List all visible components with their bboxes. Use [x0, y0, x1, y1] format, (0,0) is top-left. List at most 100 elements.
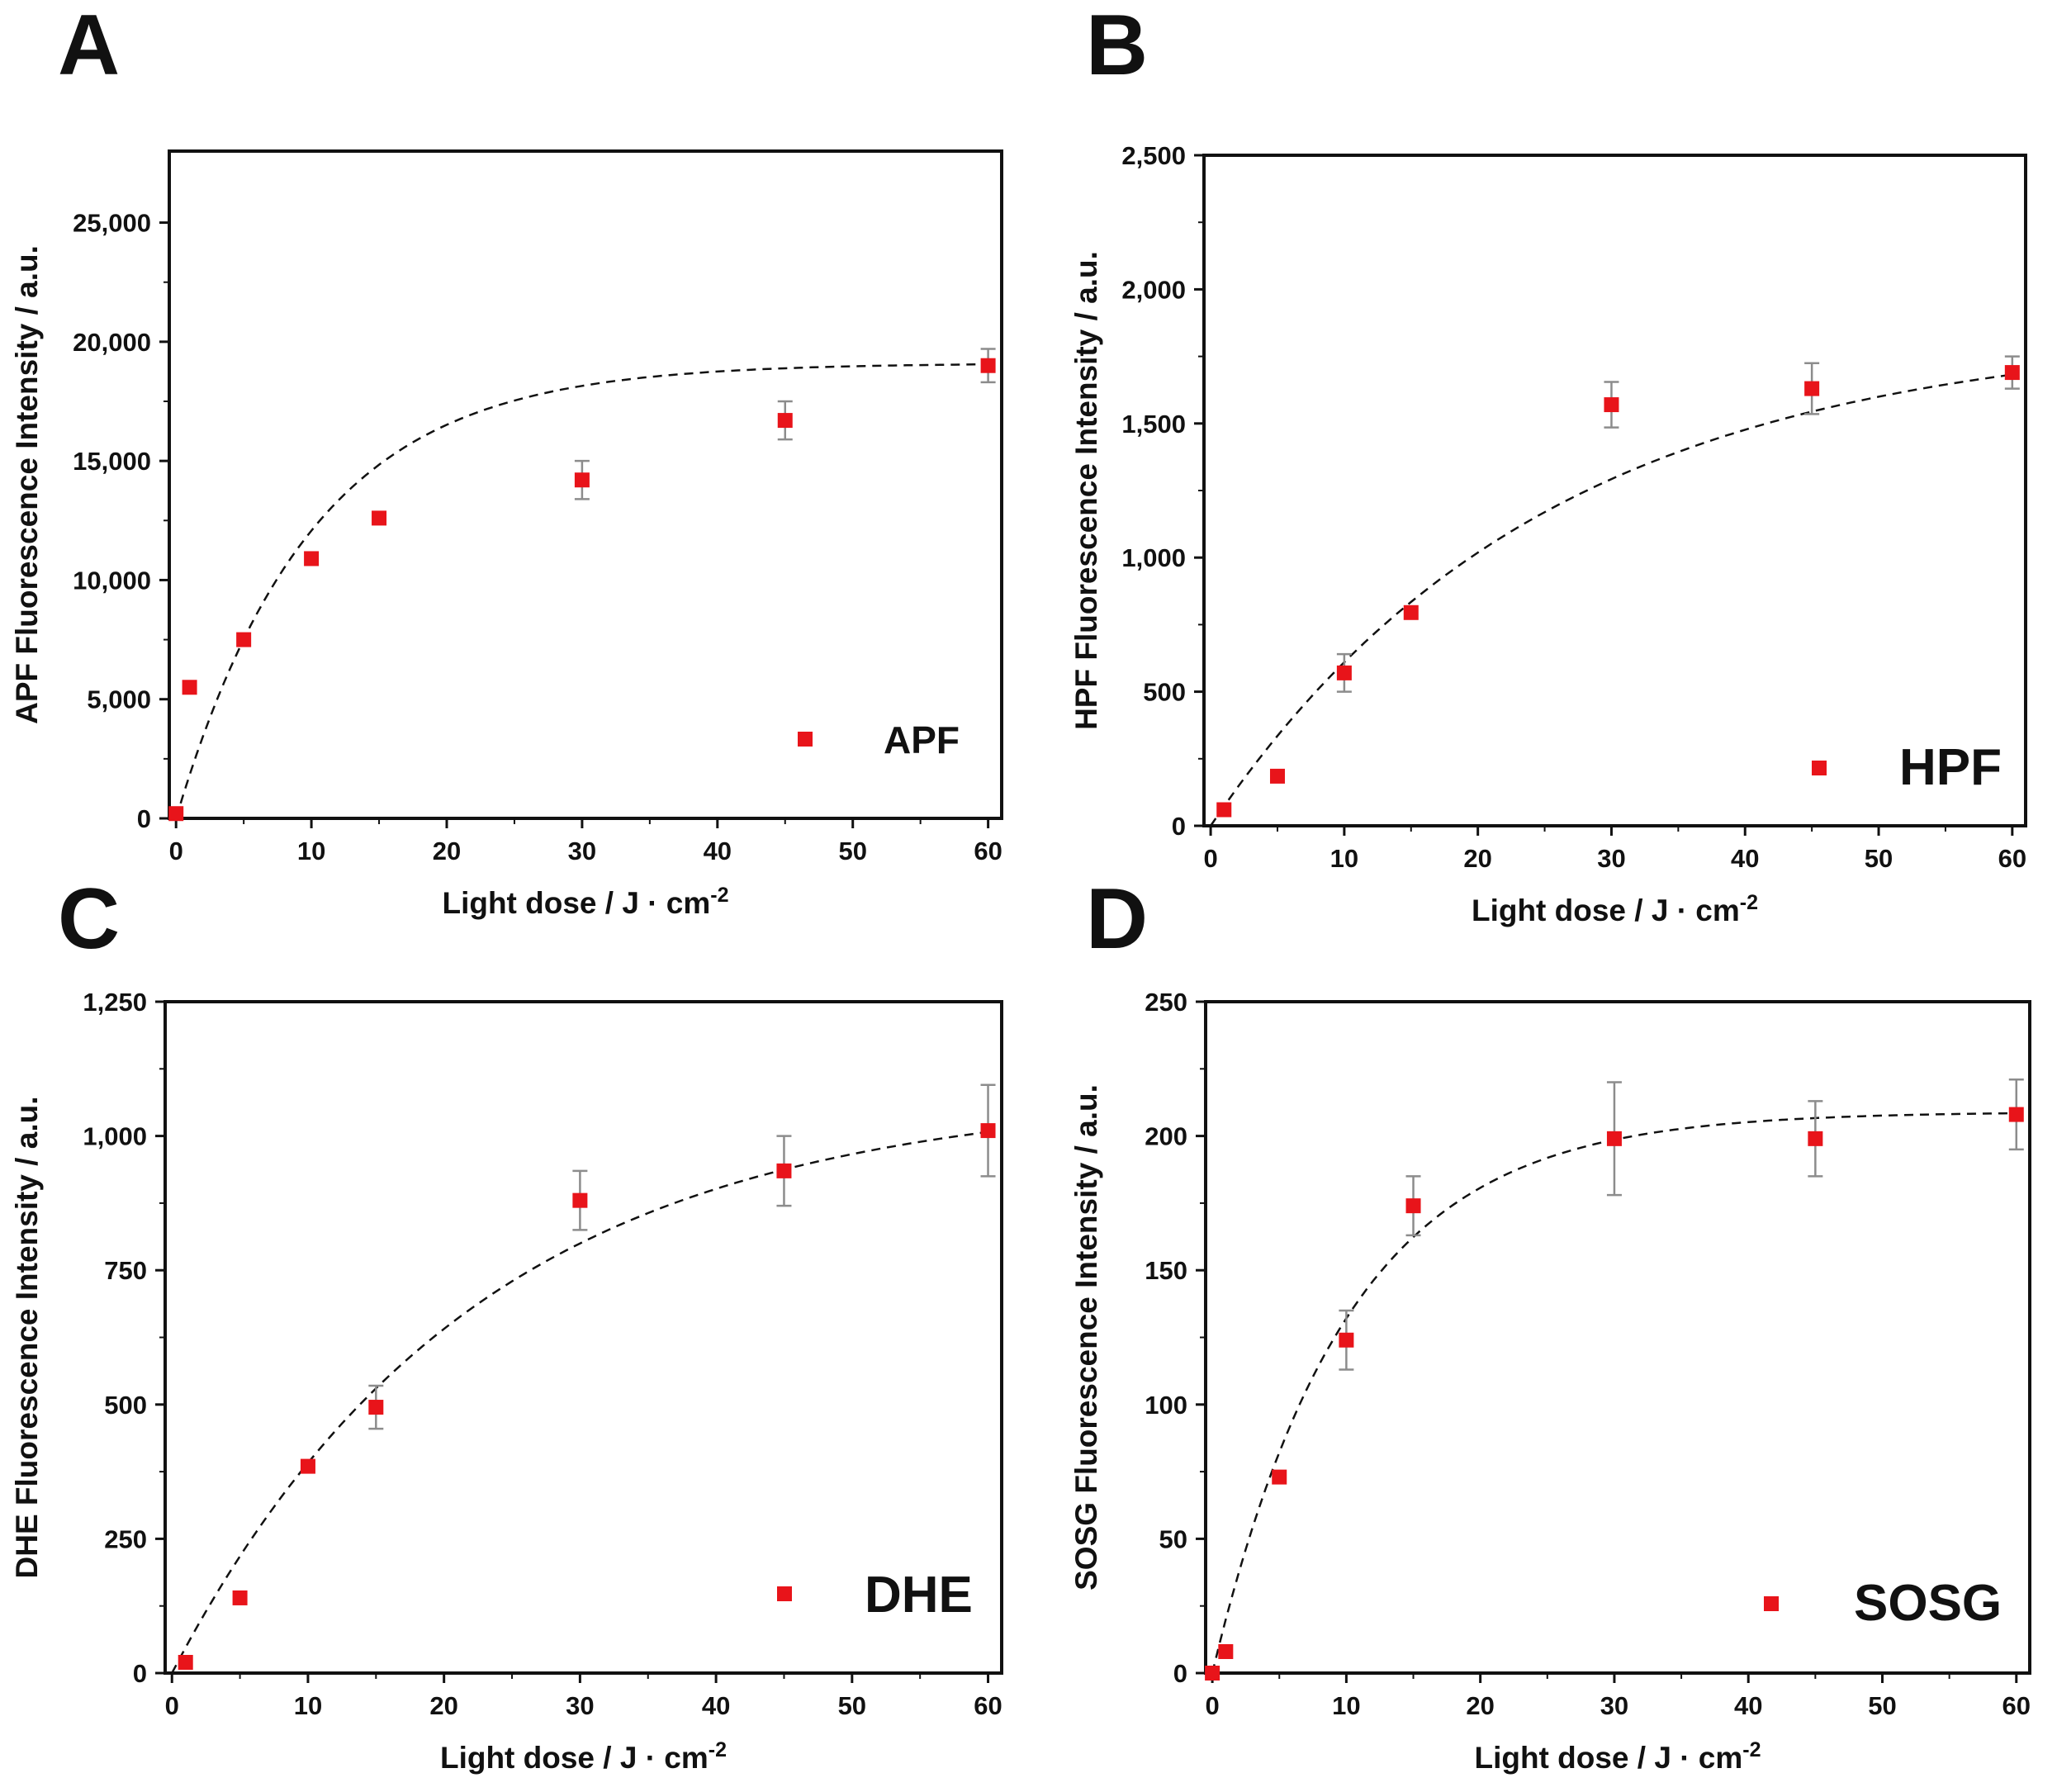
x-tick-label: 10 — [294, 1691, 322, 1720]
legend-label: DHE — [865, 1567, 973, 1624]
fit-curve — [175, 363, 988, 819]
y-tick-label: 5,000 — [87, 685, 151, 714]
y-tick-label: 0 — [1172, 812, 1186, 841]
x-axis-title-text: Light dose / J · cm — [440, 1741, 709, 1775]
x-tick-label: 30 — [1597, 844, 1625, 873]
x-axis-title: Light dose / J · cm-2 — [440, 1738, 727, 1775]
data-point — [168, 806, 184, 822]
plot-frame — [168, 149, 1003, 820]
data-point — [1272, 1469, 1287, 1485]
y-tick-label: 0 — [133, 1659, 147, 1688]
panel-letter: A — [58, 0, 120, 93]
data-point — [1606, 1131, 1622, 1146]
y-tick-label: 100 — [1145, 1391, 1187, 1420]
data-point — [777, 413, 793, 429]
x-tick-label: 10 — [1330, 844, 1358, 873]
data-point — [572, 1192, 588, 1208]
x-tick-label: 0 — [1203, 844, 1217, 873]
y-tick-label: 10,000 — [73, 566, 151, 595]
x-tick-label: 60 — [2002, 1691, 2031, 1720]
x-tick-label: 20 — [1466, 1691, 1494, 1720]
panel-letter: B — [1086, 0, 1148, 93]
legend-label: HPF — [1899, 739, 2002, 796]
y-tick-label: 150 — [1145, 1256, 1187, 1285]
chart-panel-b: B 0 10 20 30 40 50 60 0 500 1,000 1,500 2,000 2,500 Li… — [1069, 0, 2027, 927]
data-point — [2008, 1107, 2024, 1122]
y-tick-label: 50 — [1159, 1524, 1187, 1553]
data-point — [300, 1458, 315, 1474]
y-tick-label: 250 — [1145, 988, 1187, 1017]
y-tick-label: 2,000 — [1121, 275, 1186, 304]
x-tick-label: 20 — [433, 837, 461, 865]
x-axis-title-superscript: -2 — [710, 884, 728, 907]
data-point — [236, 632, 252, 647]
panel-letter: C — [58, 871, 120, 967]
x-tick-label: 30 — [568, 837, 596, 865]
x-tick-label: 10 — [1332, 1691, 1360, 1720]
x-tick-label: 40 — [1734, 1691, 1762, 1720]
x-tick-label: 20 — [429, 1691, 457, 1720]
y-tick-label: 500 — [1143, 678, 1186, 707]
x-tick-label: 60 — [974, 1691, 1002, 1720]
data-point — [1804, 381, 1820, 396]
x-tick-label: 10 — [297, 837, 325, 865]
legend-marker — [798, 732, 813, 747]
y-axis-title: APF Fluorescence Intensity / a.u. — [10, 245, 44, 724]
data-point — [1336, 665, 1352, 680]
data-point — [980, 358, 996, 373]
chart-panel-d: D 0 10 20 30 40 50 60 0 50 100 150 200 250 Light dose … — [1069, 871, 2031, 1775]
x-tick-label: 60 — [974, 837, 1002, 865]
legend-marker — [777, 1586, 792, 1601]
data-point — [232, 1590, 248, 1605]
y-tick-label: 15,000 — [73, 447, 151, 476]
legend-marker — [1764, 1596, 1779, 1611]
x-tick-label: 50 — [1868, 1691, 1896, 1720]
data-point — [776, 1163, 792, 1178]
legend-label: APF — [884, 718, 960, 761]
data-point — [1604, 397, 1619, 413]
x-tick-label: 40 — [702, 1691, 730, 1720]
x-tick-label: 50 — [838, 837, 866, 865]
data-point — [368, 1400, 384, 1415]
x-tick-label: 0 — [169, 837, 183, 865]
data-point — [1405, 1198, 1421, 1214]
fit-curve — [171, 1131, 988, 1674]
x-tick-label: 0 — [1205, 1691, 1219, 1720]
x-tick-label: 30 — [1600, 1691, 1628, 1720]
x-tick-label: 50 — [1865, 844, 1893, 873]
y-tick-label: 2,500 — [1121, 141, 1186, 170]
y-tick-label: 250 — [104, 1524, 147, 1553]
y-tick-label: 20,000 — [73, 328, 151, 357]
panels: A 0 10 20 30 40 50 60 0 5,000 10,000 15,000 20,000 25… — [10, 0, 2031, 1775]
data-point — [304, 551, 320, 567]
data-point — [178, 1654, 193, 1670]
data-point — [1216, 802, 1232, 818]
y-tick-label: 1,000 — [1121, 543, 1186, 572]
y-axis-title: SOSG Fluorescence Intensity / a.u. — [1069, 1084, 1103, 1591]
y-axis-title: DHE Fluorescence Intensity / a.u. — [10, 1097, 44, 1579]
data-point — [1269, 768, 1285, 784]
x-axis-title-superscript: -2 — [1742, 1738, 1761, 1761]
y-tick-label: 25,000 — [73, 209, 151, 238]
y-tick-label: 0 — [1173, 1659, 1187, 1688]
y-tick-label: 0 — [137, 804, 151, 833]
legend-label: SOSG — [1854, 1575, 2002, 1632]
x-axis-title-text: Light dose / J · cm — [1472, 894, 1740, 927]
x-tick-label: 60 — [1998, 844, 2026, 873]
chart-panel-c: C 0 10 20 30 40 50 60 0 250 500 750 1,000 1,250 Light … — [10, 871, 1003, 1775]
y-tick-label: 1,250 — [83, 988, 147, 1017]
data-point — [980, 1123, 996, 1139]
data-point — [372, 510, 387, 526]
x-axis-title: Light dose / J · cm-2 — [442, 884, 728, 920]
x-axis-title-superscript: -2 — [709, 1738, 727, 1761]
x-tick-label: 40 — [1731, 844, 1759, 873]
data-point — [1218, 1643, 1234, 1659]
panel-letter: D — [1086, 871, 1148, 967]
y-axis-title: HPF Fluorescence Intensity / a.u. — [1069, 251, 1103, 730]
x-axis-title-superscript: -2 — [1740, 891, 1758, 914]
y-tick-label: 1,000 — [83, 1122, 147, 1151]
x-tick-label: 50 — [838, 1691, 866, 1720]
chart-panel-a: A 0 10 20 30 40 50 60 0 5,000 10,000 15,000 20,000 25… — [10, 0, 1003, 920]
